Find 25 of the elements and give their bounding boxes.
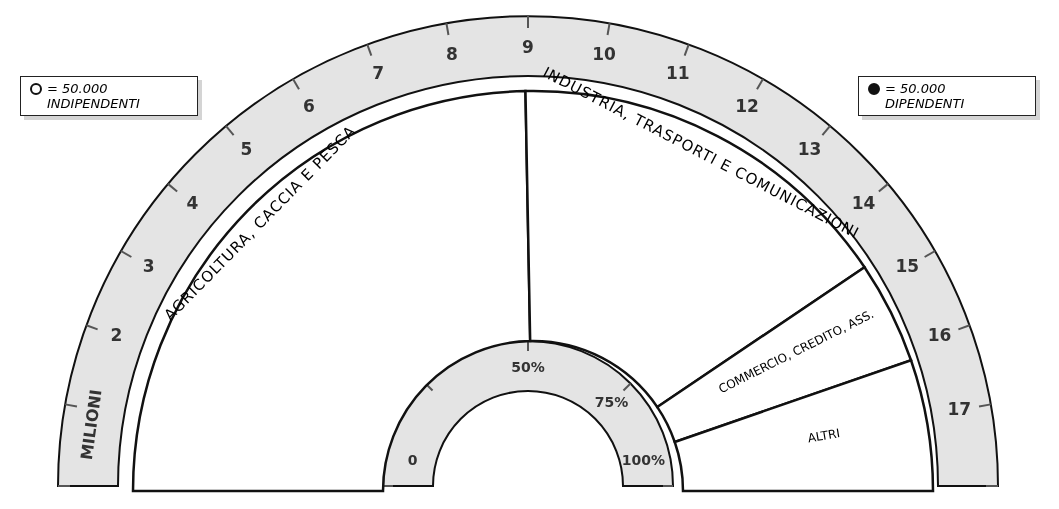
text: 5 bbox=[240, 139, 253, 160]
text: 17 bbox=[947, 398, 972, 419]
text: 6 bbox=[303, 95, 315, 116]
text: INDIPENDENTI bbox=[46, 96, 141, 111]
text: 16 bbox=[927, 325, 952, 346]
text: 15 bbox=[895, 256, 920, 276]
text: DIPENDENTI bbox=[884, 96, 966, 111]
text: 0 bbox=[407, 452, 418, 469]
text: 10 bbox=[592, 43, 617, 64]
text: 75% bbox=[594, 393, 629, 410]
slice-label: ALTRI bbox=[806, 426, 841, 446]
text: 13 bbox=[797, 139, 822, 160]
text: = 50.000 bbox=[885, 81, 946, 96]
text: 12 bbox=[735, 95, 759, 116]
text: 2 bbox=[110, 325, 123, 346]
text: 8 bbox=[446, 43, 458, 64]
text: 9 bbox=[522, 37, 534, 57]
text: 7 bbox=[372, 63, 385, 84]
text: 11 bbox=[665, 63, 690, 84]
text: MILIONI bbox=[76, 388, 106, 462]
text: = 50.000 bbox=[47, 81, 108, 96]
text: 100% bbox=[621, 452, 666, 469]
text: 50% bbox=[511, 359, 545, 375]
text: 3 bbox=[142, 256, 155, 276]
text: 4 bbox=[186, 193, 199, 214]
